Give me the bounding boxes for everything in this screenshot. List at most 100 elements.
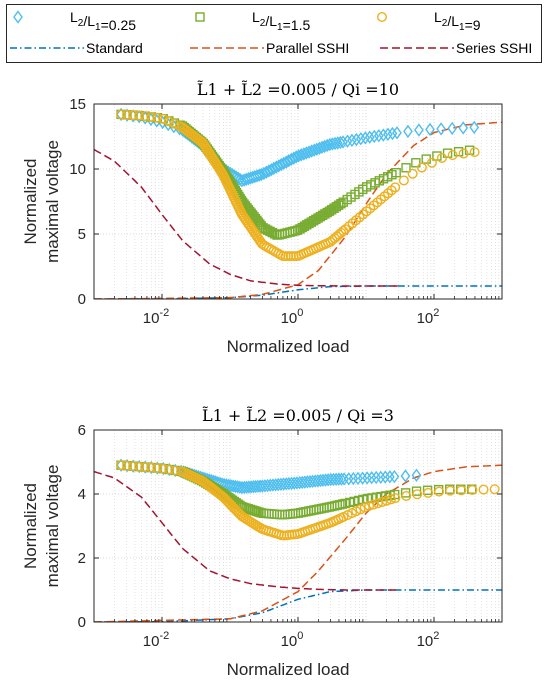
data-point: [304, 145, 314, 159]
data-point: [122, 460, 133, 471]
data-point: [273, 159, 284, 173]
data-point: [288, 251, 299, 262]
data-point: [311, 142, 322, 156]
data-point: [372, 498, 383, 509]
data-point: [412, 489, 423, 500]
data-point: [426, 157, 437, 168]
y-axis-label: Normalized maximal voltage: [21, 140, 62, 263]
data-point: [416, 162, 427, 173]
chart-panel-bottom: 0 2 4 6 10-2 100 102 L̃1 + L̃2 =0.005 / Qi =3 No…: [21, 406, 503, 679]
data-point: [146, 462, 157, 473]
legend-label: Series SSHI: [456, 40, 532, 56]
data-point: [442, 148, 453, 158]
data-point: [384, 470, 395, 484]
data-point: [248, 480, 259, 494]
data-point: [392, 126, 402, 140]
data-point: [378, 128, 389, 142]
data-point: [322, 138, 333, 153]
data-point: [309, 143, 320, 157]
data-point: [381, 495, 392, 506]
data-point: [434, 486, 445, 497]
legend-label: Parallel SSHI: [266, 40, 349, 56]
y-tick-label: 4: [78, 486, 86, 503]
data-point: [469, 120, 480, 135]
data-point: [357, 471, 368, 485]
data-point: [371, 470, 382, 485]
data-point: [152, 463, 163, 474]
data-point: [387, 126, 398, 141]
data-point: [447, 121, 458, 136]
legend-item-l2-l1-1-5: L2/L1=1.5: [195, 9, 310, 33]
series-line-series-sshi: [94, 470, 399, 591]
data-point: [364, 130, 375, 144]
data-point: [423, 487, 434, 498]
data-point: [411, 158, 421, 168]
data-point: [425, 122, 435, 137]
data-point: [256, 167, 267, 182]
legend-marker: [13, 10, 23, 24]
x-tick-label: 100: [281, 630, 304, 650]
data-point: [146, 111, 157, 122]
legend-item-l2-l1-0-25: L2/L1=0.25: [13, 9, 136, 33]
legend-label: L2/L1=1.5: [252, 9, 310, 33]
y-tick-label: 6: [78, 422, 86, 439]
data-point: [255, 236, 266, 247]
data-point: [447, 150, 458, 161]
data-point: [369, 129, 380, 144]
legend-marker: [377, 11, 388, 23]
x-axis-label: Normalized load: [227, 660, 350, 679]
data-point: [243, 480, 254, 494]
data-point: [261, 165, 272, 179]
x-tick-label: 10-2: [143, 630, 169, 650]
series-markers-l2-l1-9: [116, 460, 500, 541]
data-point: [436, 122, 446, 136]
data-point: [401, 163, 411, 173]
data-point: [268, 161, 279, 176]
x-tick-label: 102: [417, 307, 440, 327]
data-point: [385, 494, 396, 505]
legend-item-l2-l1-9: L2/L1=9: [377, 9, 481, 33]
x-tick-label: 100: [281, 307, 304, 327]
data-point: [266, 162, 277, 177]
data-point: [368, 499, 379, 510]
series-layer: [94, 458, 503, 622]
data-point: [128, 110, 139, 121]
series-line-parallel-sshi: [94, 464, 503, 622]
data-point: [336, 472, 347, 486]
chart-title: L̃1 + L̃2 =0.005 / Qi =3: [202, 406, 394, 425]
data-point: [355, 132, 366, 146]
data-point: [169, 118, 180, 129]
data-point: [375, 470, 386, 484]
data-point: [436, 152, 447, 163]
data-point: [314, 141, 325, 155]
data-point: [360, 131, 371, 145]
data-point: [403, 124, 413, 139]
data-point: [301, 146, 312, 160]
data-point: [158, 113, 169, 124]
data-point: [432, 151, 442, 161]
data-point: [407, 168, 418, 179]
y-tick-label: 5: [78, 226, 86, 243]
y-tick-label: 2: [78, 550, 86, 567]
data-point: [271, 160, 282, 174]
data-point: [250, 479, 261, 494]
series-line-series-sshi: [94, 148, 399, 287]
data-point: [281, 155, 292, 169]
data-point: [411, 468, 422, 482]
legend-marker: [195, 12, 205, 22]
data-point: [259, 166, 269, 181]
data-point: [469, 147, 480, 158]
data-point: [467, 484, 478, 495]
data-point: [252, 479, 263, 494]
data-point: [116, 109, 127, 120]
data-point: [241, 480, 252, 494]
x-tick-label: 102: [417, 630, 440, 650]
data-point: [489, 484, 500, 495]
data-point: [140, 462, 151, 473]
data-point: [458, 121, 469, 135]
data-point: [276, 157, 287, 172]
y-tick-label: 15: [69, 96, 86, 113]
legend: L2/L1=0.25 L2/L1=1.5 L2/L1=9 Standard Parall…: [6, 4, 542, 63]
legend-label: L2/L1=9: [434, 9, 481, 33]
